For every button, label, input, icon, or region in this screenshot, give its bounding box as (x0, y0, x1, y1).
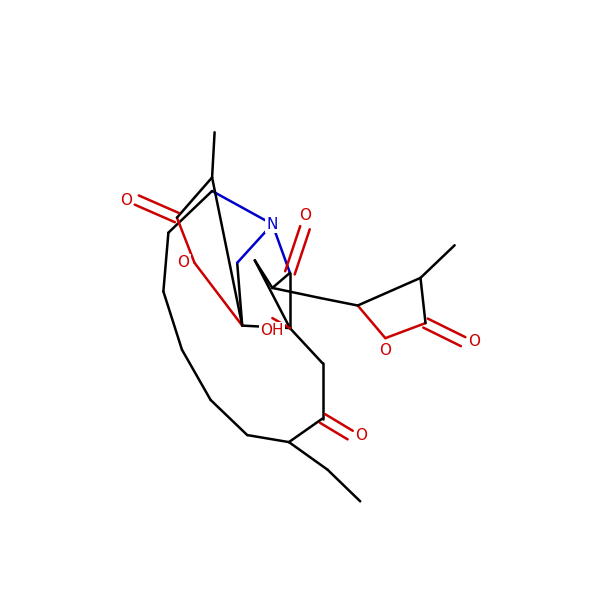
Text: O: O (355, 428, 367, 443)
Text: OH: OH (260, 323, 284, 338)
Text: O: O (120, 193, 132, 208)
Text: O: O (299, 208, 311, 223)
Text: O: O (178, 256, 190, 271)
Text: O: O (379, 343, 391, 358)
Text: N: N (266, 217, 278, 232)
Text: O: O (468, 334, 480, 349)
